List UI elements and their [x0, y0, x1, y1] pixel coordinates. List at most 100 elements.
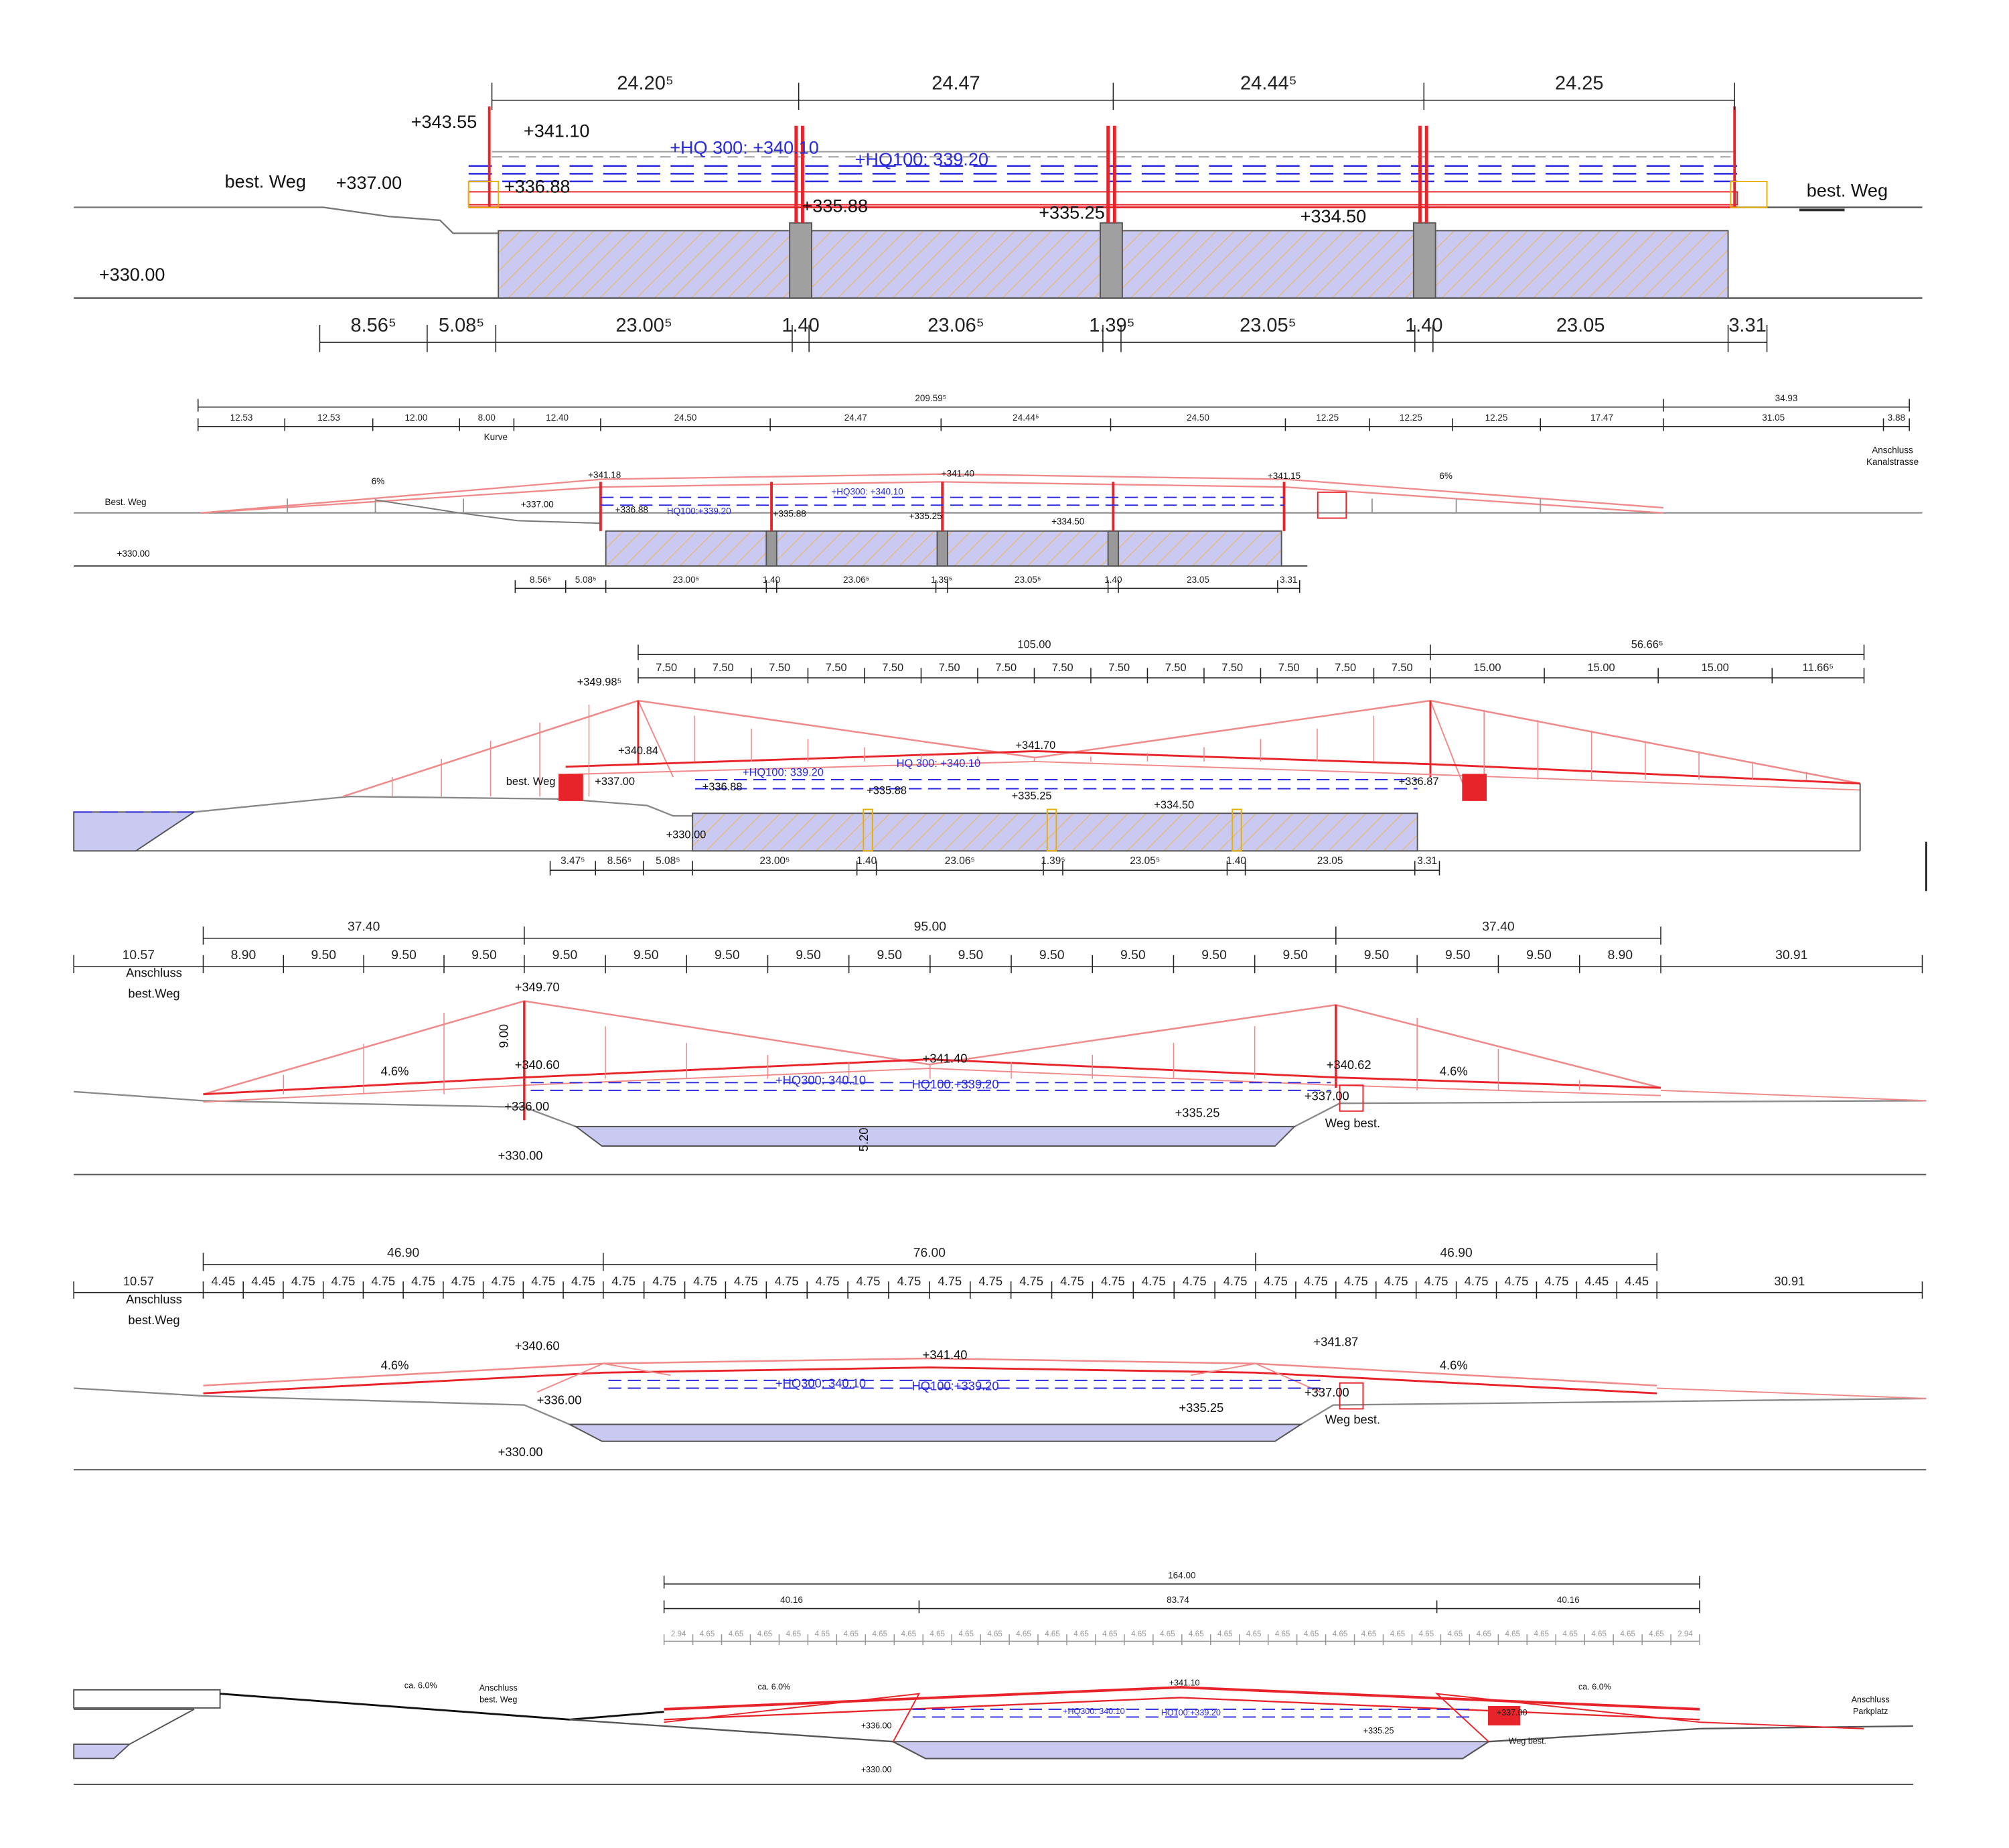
dimension-label: 4.75	[1264, 1274, 1288, 1288]
dimension-label: 23.05⁵	[1130, 855, 1160, 867]
dimension-label: 1.40	[1405, 315, 1442, 336]
dimension-label: 9.50	[1364, 948, 1390, 963]
line-work	[1434, 1693, 1700, 1742]
level-label: +330.00	[498, 1445, 543, 1459]
dimension-label: 4.65	[1189, 1630, 1204, 1638]
level-label: +334.50	[1154, 799, 1194, 811]
dimension-label: 15.00	[1588, 662, 1615, 674]
line-work	[1191, 1362, 1321, 1393]
dimension-label: 9.50	[311, 948, 336, 963]
level-label: +HQ100: 339.20	[855, 149, 988, 169]
level-label: +337.00	[1305, 1088, 1349, 1103]
dimension-label: 8.56⁵	[350, 315, 396, 336]
dimension-label: 23.05	[1556, 315, 1605, 336]
level-label: +337.00	[336, 173, 402, 193]
pier	[1046, 808, 1057, 852]
pier	[789, 222, 812, 299]
dimension-label: 46.90	[1440, 1247, 1472, 1261]
level-label: +341.87	[1313, 1335, 1358, 1349]
dimension-label: 2.94	[671, 1630, 686, 1638]
dimension-label: 15.00	[1473, 662, 1501, 674]
dimension-label: 9.50	[796, 948, 821, 963]
dimension-label: 7.50	[1052, 662, 1073, 674]
dimension-label: 4.75	[492, 1274, 516, 1288]
dimension-label: 9.50	[958, 948, 984, 963]
dimension-label: 4.65	[1361, 1630, 1377, 1638]
level-label: +343.55	[411, 112, 477, 132]
dimension-label: 10.57	[123, 948, 155, 963]
pier	[1107, 530, 1120, 567]
dimension-label: 12.00	[405, 413, 428, 423]
level-label: Parkplatz	[1853, 1707, 1888, 1716]
dimension-label: 9.50	[715, 948, 740, 963]
water-area	[574, 1126, 1296, 1147]
level-label: +330.00	[99, 265, 165, 285]
dimension-label: 4.45	[1584, 1274, 1609, 1288]
dimension-label: 4.75	[371, 1274, 395, 1288]
dimension-label: 9.50	[1282, 948, 1308, 963]
dimension-label: 9.50	[877, 948, 902, 963]
abutment	[559, 774, 583, 801]
dimension-label: 24.50	[674, 413, 697, 423]
dimension-label: 30.91	[1774, 1274, 1805, 1288]
dimension-label: 95.00	[914, 920, 946, 934]
line-work	[664, 1686, 1700, 1711]
dimension-label: 4.65	[844, 1630, 859, 1638]
water-area	[893, 1741, 1491, 1760]
dimension-label: 4.65	[729, 1630, 744, 1638]
level-label: +330.00	[666, 829, 706, 841]
dimension-label: 7.50	[882, 662, 903, 674]
level-label: 4.6%	[381, 1358, 409, 1372]
dimension-label: 7.50	[1108, 662, 1130, 674]
dimension-label: 7.50	[1165, 662, 1187, 674]
level-label: +341.40	[923, 1051, 968, 1065]
level-label: Anschluss	[1852, 1695, 1890, 1705]
dimension-label: 4.75	[1344, 1274, 1368, 1288]
pier	[765, 530, 777, 567]
dimension-label: 7.50	[995, 662, 1017, 674]
level-label: +341.70	[1015, 739, 1055, 752]
dimension-label: 7.50	[1221, 662, 1243, 674]
dimension-label: 23.05	[1187, 575, 1209, 585]
dimension-label: 12.40	[546, 413, 569, 423]
level-label: 9.00	[497, 1024, 511, 1048]
dimension-label: 4.65	[1562, 1630, 1578, 1638]
line-work	[638, 700, 674, 778]
level-label: 6%	[1439, 471, 1453, 481]
dimension-label: 8.90	[1608, 948, 1633, 963]
level-label: +HQ300: 340.10	[1063, 1707, 1124, 1716]
dimension-label: 24.44⁵	[1240, 73, 1297, 94]
dimension-label: 24.47	[844, 413, 867, 423]
line-work	[203, 1000, 1661, 1095]
level-label: +340.60	[515, 1338, 560, 1352]
level-label: best.Weg	[128, 987, 179, 1001]
dimension-label: 24.20⁵	[617, 73, 674, 94]
abutment	[1339, 1084, 1364, 1112]
dimension-label: 4.65	[1477, 1630, 1492, 1638]
dimension-label: 1.39⁵	[931, 575, 952, 585]
level-label: Kurve	[484, 432, 508, 442]
level-label: best. Weg	[1807, 181, 1888, 201]
dimension-label: 4.65	[1591, 1630, 1607, 1638]
level-label: +340.60	[515, 1058, 560, 1072]
level-label: +349.70	[515, 980, 560, 994]
line-work	[536, 1362, 671, 1393]
water-area	[73, 1744, 131, 1760]
dimension-label: 24.50	[1187, 413, 1209, 423]
dimension-label: 9.50	[1120, 948, 1146, 963]
line-work	[1660, 1089, 1927, 1102]
level-label: +336.88	[504, 177, 571, 197]
dimension-label: 24.44⁵	[1013, 413, 1039, 423]
dimension-label: 4.45	[251, 1274, 275, 1288]
dimension-label: 3.31	[1280, 575, 1297, 585]
abutment	[1462, 774, 1487, 801]
dimension-label: 4.65	[1131, 1630, 1146, 1638]
water-area	[569, 1423, 1303, 1442]
level-label: 4.6%	[381, 1064, 409, 1078]
dimension-label: 4.75	[1384, 1274, 1408, 1288]
dimension-label: 1.40	[782, 315, 819, 336]
dimension-label: 4.65	[1419, 1630, 1434, 1638]
